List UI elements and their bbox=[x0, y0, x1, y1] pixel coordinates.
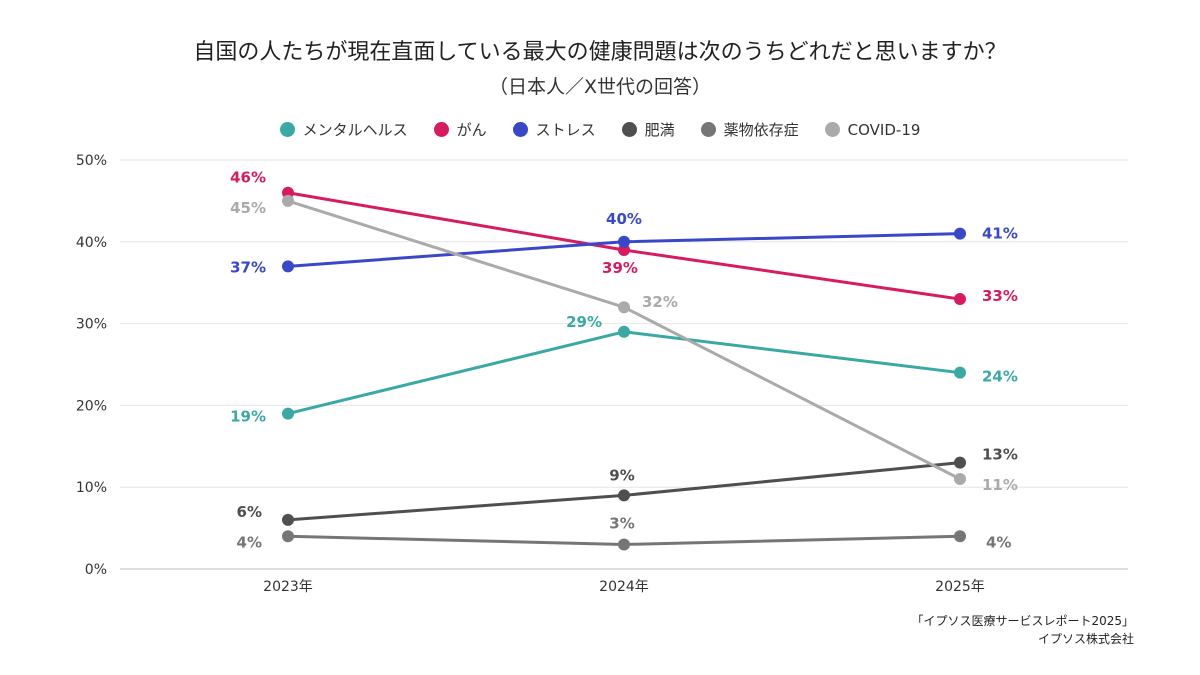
legend-label: 薬物依存症 bbox=[723, 121, 799, 139]
legend-marker bbox=[279, 122, 295, 137]
x-tick-label: 2024年 bbox=[599, 579, 649, 595]
legend-item-stress: ストレス bbox=[512, 119, 596, 140]
data-point bbox=[282, 260, 294, 273]
data-point bbox=[954, 227, 966, 240]
data-label: 40% bbox=[606, 210, 642, 228]
legend-label: ストレス bbox=[535, 121, 596, 139]
x-tick-label: 2023年 bbox=[263, 579, 313, 595]
legend-item-drug-addiction: 薬物依存症 bbox=[700, 119, 799, 140]
y-tick-label: 20% bbox=[76, 398, 107, 414]
y-tick-label: 40% bbox=[76, 235, 107, 251]
legend-item-cancer: がん bbox=[433, 119, 487, 140]
data-point bbox=[954, 366, 966, 379]
data-label: 9% bbox=[609, 466, 634, 484]
legend-label: 肥満 bbox=[644, 121, 675, 139]
data-label: 4% bbox=[986, 533, 1011, 551]
data-label: 46% bbox=[230, 169, 266, 187]
data-label: 32% bbox=[642, 293, 678, 311]
data-point bbox=[618, 325, 630, 338]
x-tick-label: 2025年 bbox=[935, 579, 985, 595]
source-report: 「イプソス医療サービスレポート2025」 bbox=[911, 614, 1134, 628]
y-tick-label: 10% bbox=[76, 480, 107, 496]
data-label: 3% bbox=[609, 514, 634, 532]
source-company: イプソス株式会社 bbox=[1037, 632, 1134, 646]
chart-subtitle: （日本人／X世代の回答） bbox=[488, 76, 712, 98]
legend-marker bbox=[512, 122, 528, 137]
data-point bbox=[282, 513, 294, 526]
data-point bbox=[618, 235, 630, 248]
legend-label: COVID-19 bbox=[847, 120, 921, 139]
data-point bbox=[282, 194, 294, 207]
data-point bbox=[954, 473, 966, 486]
data-label: 29% bbox=[566, 313, 602, 331]
data-label: 37% bbox=[230, 258, 266, 276]
legend-item-covid19: COVID-19 bbox=[824, 119, 921, 140]
legend-item-obesity: 肥満 bbox=[621, 119, 675, 140]
chart-title: 自国の人たちが現在直面している最大の健康問題は次のうちどれだと思いますか？ bbox=[193, 40, 1007, 65]
legend-marker bbox=[824, 122, 840, 137]
data-label: 13% bbox=[982, 446, 1018, 464]
legend-marker bbox=[700, 122, 716, 137]
data-point bbox=[618, 301, 630, 314]
data-label: 45% bbox=[230, 199, 266, 217]
y-tick-label: 30% bbox=[76, 317, 107, 333]
data-label: 11% bbox=[982, 476, 1018, 494]
data-point bbox=[282, 530, 294, 543]
series-line bbox=[286, 330, 962, 416]
chart-legend: メンタルヘルス がん ストレス 肥満 薬物依存症 COVID-19 bbox=[0, 119, 1200, 140]
y-tick-label: 0% bbox=[85, 562, 107, 578]
data-label: 19% bbox=[230, 408, 266, 426]
data-point bbox=[282, 407, 294, 420]
data-label: 4% bbox=[237, 533, 262, 551]
data-point bbox=[618, 538, 630, 551]
legend-label: メンタルヘルス bbox=[302, 121, 408, 139]
data-point bbox=[954, 456, 966, 469]
data-point bbox=[618, 489, 630, 502]
y-tick-label: 50% bbox=[76, 153, 107, 169]
legend-marker bbox=[621, 122, 637, 137]
data-point bbox=[954, 530, 966, 543]
data-label: 41% bbox=[982, 225, 1018, 243]
data-label: 39% bbox=[602, 259, 638, 277]
legend-marker bbox=[433, 122, 449, 137]
source-note: 「イプソス医療サービスレポート2025」 イプソス株式会社 bbox=[911, 612, 1134, 648]
legend-label: がん bbox=[456, 121, 487, 139]
data-label: 24% bbox=[982, 368, 1018, 386]
legend-item-mental-health: メンタルヘルス bbox=[279, 119, 408, 140]
data-point bbox=[954, 293, 966, 306]
data-label: 6% bbox=[237, 503, 262, 521]
data-label: 33% bbox=[982, 287, 1018, 305]
